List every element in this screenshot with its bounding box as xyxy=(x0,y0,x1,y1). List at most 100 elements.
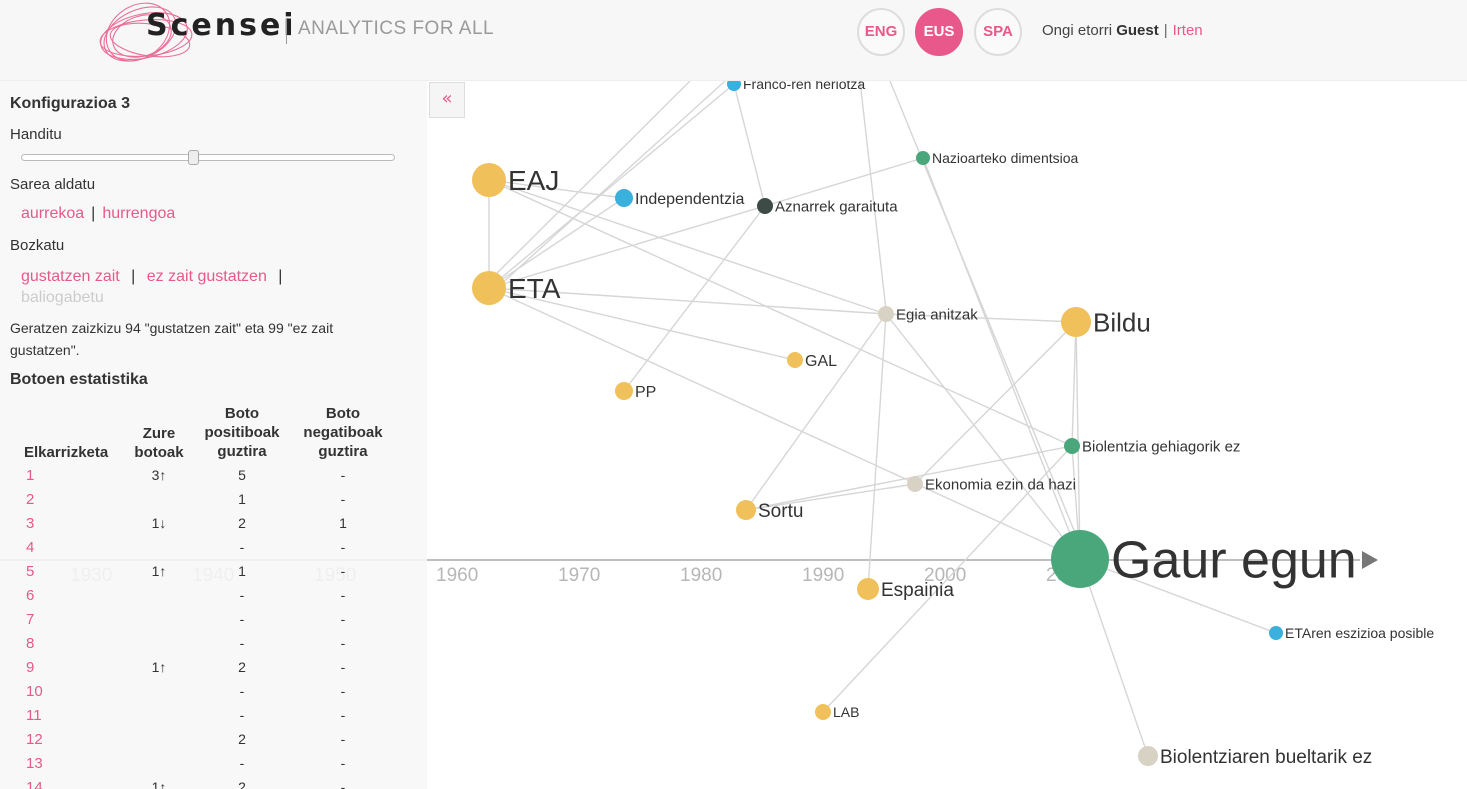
interview-link[interactable]: 1 xyxy=(26,467,35,484)
graph-node-label[interactable]: Bildu xyxy=(1093,307,1151,337)
graph-node-egia[interactable] xyxy=(878,306,894,322)
my-votes-cell: 1↑ xyxy=(151,659,167,675)
graph-node-eaj[interactable] xyxy=(472,163,506,197)
interview-link[interactable]: 13 xyxy=(26,755,43,772)
graph-node-franco[interactable] xyxy=(727,81,741,91)
graph-node-label[interactable]: Egia anitzak xyxy=(896,306,978,323)
zoom-slider[interactable] xyxy=(21,154,395,161)
graph-node-ekon[interactable] xyxy=(907,476,923,492)
graph-node-aznar[interactable] xyxy=(757,198,773,214)
graph-node-label[interactable]: Sortu xyxy=(758,501,803,522)
zoom-label: Handitu xyxy=(10,126,62,143)
positive-votes-cell: 1 xyxy=(238,491,246,507)
graph-node-espainia[interactable] xyxy=(857,578,879,600)
config-title: Konfigurazioa 3 xyxy=(10,95,131,112)
interview-link[interactable]: 6 xyxy=(26,587,35,604)
positive-votes-cell: 2 xyxy=(238,731,246,747)
divider: | xyxy=(126,268,140,285)
interview-link[interactable]: 4 xyxy=(26,539,35,556)
negative-votes-cell: - xyxy=(340,707,346,723)
positive-votes-cell: - xyxy=(239,683,245,699)
graph-edge xyxy=(488,287,887,315)
votes-remaining-text: Geratzen zaizkizu 94 "gustatzen zait" et… xyxy=(10,320,334,358)
lang-button-eus[interactable]: EUS xyxy=(915,8,963,56)
interview-link[interactable]: 3 xyxy=(26,515,35,532)
divider: | xyxy=(273,268,283,285)
interview-link[interactable]: 11 xyxy=(26,707,42,724)
graph-node-label[interactable]: EAJ xyxy=(508,165,559,196)
graph-node-biogeh[interactable] xyxy=(1064,438,1080,454)
interview-link[interactable]: 9 xyxy=(26,659,35,676)
interview-link[interactable]: 12 xyxy=(26,731,43,748)
graph-node-gal[interactable] xyxy=(787,352,803,368)
graph-node-sortu[interactable] xyxy=(736,500,756,520)
graph-node-label[interactable]: Franco-ren heriotza xyxy=(743,81,865,92)
interview-link[interactable]: 2 xyxy=(26,491,35,508)
logout-link[interactable]: Irten xyxy=(1172,22,1203,39)
dislike-link[interactable]: ez zait gustatzen xyxy=(146,268,267,285)
graph-node-nazio[interactable] xyxy=(916,151,930,165)
prev-network-link[interactable]: aurrekoa xyxy=(21,205,85,222)
zoom-slider-handle[interactable] xyxy=(187,150,199,165)
graph-node-pp[interactable] xyxy=(615,382,633,400)
negative-votes-cell: - xyxy=(340,635,346,651)
like-link[interactable]: gustatzen zait xyxy=(21,268,120,285)
graph-node-label[interactable]: PP xyxy=(635,384,656,401)
interview-link[interactable]: 8 xyxy=(26,635,35,652)
time-axis-year-label: 1970 xyxy=(558,565,600,586)
graph-edge xyxy=(885,313,1077,323)
graph-node-eta[interactable] xyxy=(472,271,506,305)
graph-node-lab[interactable] xyxy=(815,704,831,720)
graph-node-label[interactable]: GAL xyxy=(805,353,837,370)
positive-votes-cell: 1 xyxy=(238,563,246,579)
graph-node-label[interactable]: Biolentzia gehiagorik ez xyxy=(1082,438,1240,455)
graph-node-label[interactable]: Aznarrek garaituta xyxy=(775,198,898,215)
graph-edge xyxy=(1079,558,1149,757)
graph-node-label[interactable]: ETA xyxy=(508,273,561,304)
negative-votes-cell: - xyxy=(340,587,346,603)
interview-link[interactable]: 7 xyxy=(26,611,35,628)
graph-edge xyxy=(745,313,887,511)
negative-votes-cell: - xyxy=(340,539,346,555)
graph-node-bildu[interactable] xyxy=(1061,307,1091,337)
graph-node-label[interactable]: ETAren eszizioa posible xyxy=(1285,625,1434,641)
divider: | xyxy=(91,205,96,222)
graph-edge xyxy=(488,179,887,315)
positive-votes-cell: - xyxy=(239,539,245,555)
interview-link[interactable]: 10 xyxy=(26,683,43,700)
graph-edge xyxy=(479,81,691,291)
negative-votes-cell: - xyxy=(340,563,346,579)
next-network-link[interactable]: hurrengoa xyxy=(102,205,176,222)
lang-button-spa[interactable]: SPA xyxy=(974,8,1022,56)
greeting-text: Ongi etorri xyxy=(1042,22,1113,39)
graph-node-label[interactable]: LAB xyxy=(833,704,859,720)
my-votes-cell: 1↑ xyxy=(151,779,167,789)
positive-votes-cell: 2 xyxy=(238,659,246,675)
graph-node-label[interactable]: Gaur egun xyxy=(1111,532,1357,590)
positive-votes-cell: - xyxy=(239,611,245,627)
stats-title: Botoen estatistika xyxy=(10,371,148,388)
graph-node-label[interactable]: Ekonomia ezin da hazi xyxy=(925,476,1076,493)
lang-button-eng[interactable]: ENG xyxy=(857,8,905,56)
negative-votes-cell: - xyxy=(340,683,346,699)
interview-link[interactable]: 14 xyxy=(26,779,43,789)
tagline: ANALYTICS FOR ALL xyxy=(298,18,495,39)
col-header-my-votes: Zure botoak xyxy=(134,425,184,461)
graph-node-label[interactable]: Espainia xyxy=(881,580,954,601)
graph-node-etaesz[interactable] xyxy=(1269,626,1283,640)
graph-node-label[interactable]: Nazioarteko dimentsioa xyxy=(932,150,1079,166)
graph-edge xyxy=(488,83,735,289)
graph-node-label[interactable]: Independentzia xyxy=(635,191,745,208)
collapse-sidebar-button[interactable]: « xyxy=(429,82,465,118)
graph-node-gaur[interactable] xyxy=(1051,530,1109,588)
positive-votes-cell: - xyxy=(239,707,245,723)
divider: | xyxy=(1163,22,1168,39)
graph-node-label[interactable]: Biolentziaren bueltarik ez xyxy=(1160,747,1372,768)
graph-node-biobuel[interactable] xyxy=(1138,746,1158,766)
my-votes-cell: 1↓ xyxy=(151,515,167,531)
my-votes-cell: 1↑ xyxy=(151,563,167,579)
graph-edge xyxy=(867,313,887,590)
interview-link[interactable]: 5 xyxy=(26,563,35,580)
network-label: Sarea aldatu xyxy=(10,176,96,193)
graph-node-indep[interactable] xyxy=(615,189,633,207)
